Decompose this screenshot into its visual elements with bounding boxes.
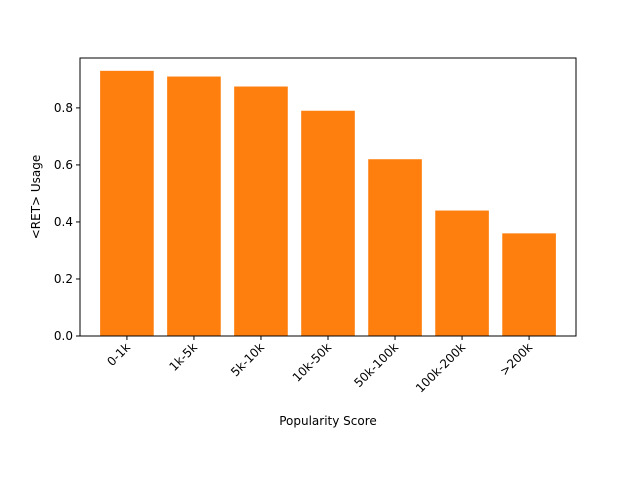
x-tick-label: 1k-5k <box>166 340 200 374</box>
x-tick-label: 100k-200k <box>413 340 468 395</box>
x-tick-label: 50k-100k <box>351 340 401 390</box>
bars-group <box>100 70 556 337</box>
bar-4 <box>368 159 422 336</box>
bar-6 <box>502 233 556 336</box>
bar-3 <box>301 110 355 336</box>
x-tick-label: 10k-50k <box>290 340 334 384</box>
y-axis-label: <RET> Usage <box>29 155 43 240</box>
y-tick-label: 0.4 <box>54 215 73 229</box>
bar-5 <box>435 210 489 336</box>
y-tick-label: 0.2 <box>54 272 73 286</box>
x-tick-label: 5k-10k <box>228 340 267 379</box>
bar-0 <box>100 70 154 336</box>
y-axis: 0.0 0.2 0.4 0.6 0.8 <box>54 101 80 343</box>
x-tick-label: 0-1k <box>104 340 133 369</box>
y-tick-label: 0.8 <box>54 101 73 115</box>
x-axis: 0-1k 1k-5k 5k-10k 10k-50k 50k-100k 100k-200k >… <box>104 336 535 395</box>
bar-2 <box>234 86 288 336</box>
x-axis-label: Popularity Score <box>279 414 377 428</box>
y-tick-label: 0.0 <box>54 329 73 343</box>
bar-1 <box>167 76 221 337</box>
y-tick-label: 0.6 <box>54 158 73 172</box>
plot-frame <box>79 57 577 337</box>
x-tick-label: >200k <box>497 340 535 378</box>
